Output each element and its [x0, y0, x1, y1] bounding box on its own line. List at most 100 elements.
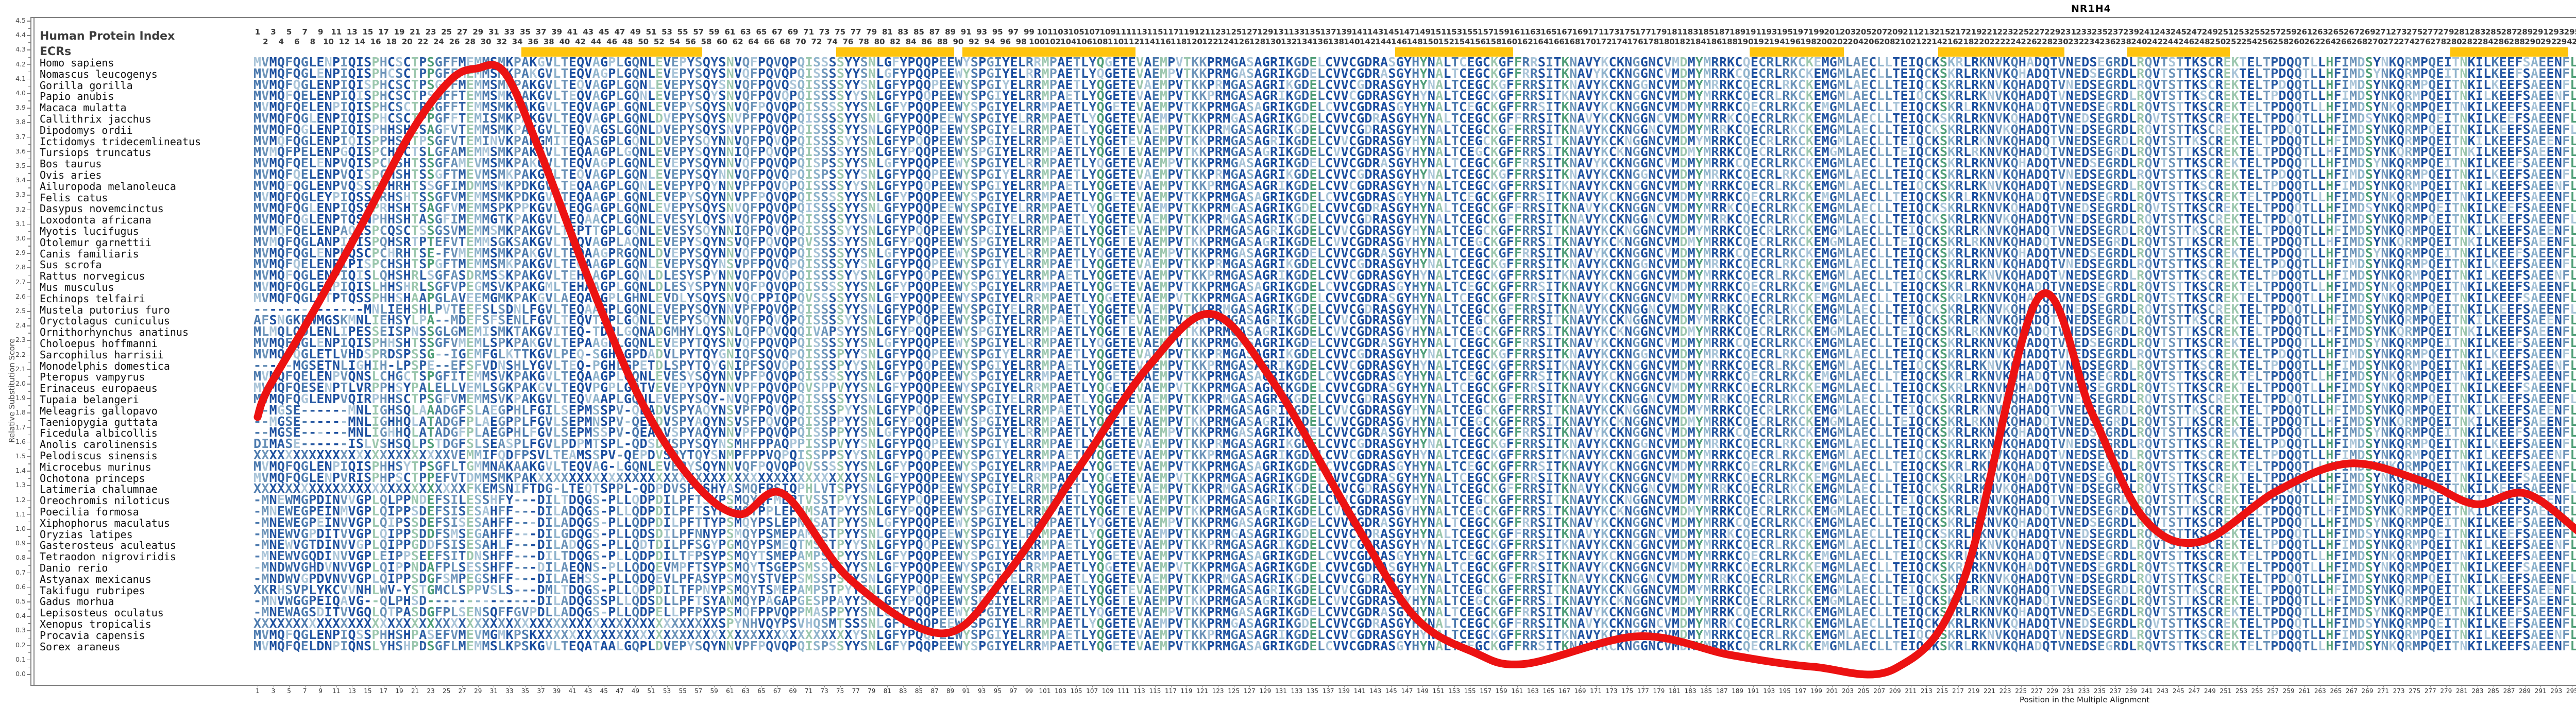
y-tick-label: 0.0 [0, 670, 26, 677]
top-ruler-number: 29 [472, 28, 483, 36]
bottom-ruler-number: 277 [2425, 687, 2436, 695]
bottom-ruler-tick [2194, 685, 2195, 687]
top-ruler-number: 152 [1438, 38, 1454, 46]
top-ruler-number: 63 [740, 28, 751, 36]
top-ruler-number: 135 [1304, 28, 1320, 36]
bottom-ruler-tick [415, 685, 416, 687]
x-axis-label: Position in the Multiple Alignment [2020, 695, 2149, 704]
top-ruler-number: 45 [599, 28, 609, 36]
top-ruler-number: 145 [1383, 28, 1399, 36]
bottom-ruler-number: 207 [1873, 687, 1885, 695]
bottom-ruler-number: 65 [757, 687, 765, 695]
species-name: Felis catus [40, 192, 108, 204]
y-tick-label: 3.7 [0, 133, 26, 140]
top-ruler-number: 1 [255, 28, 260, 36]
bottom-ruler-number: 101 [1039, 687, 1051, 695]
top-ruler-number: 90 [953, 38, 963, 46]
top-ruler-number: 35 [520, 28, 531, 36]
plot-top-border [30, 17, 2576, 18]
top-ruler-number: 38 [544, 38, 554, 46]
bottom-ruler-number: 149 [1417, 687, 1429, 695]
bottom-ruler-tick [1438, 685, 1439, 687]
y-tick-major [27, 325, 31, 326]
bottom-ruler-number: 75 [836, 687, 844, 695]
bottom-ruler-number: 159 [1496, 687, 1507, 695]
species-name: Oryctolagus cuniculus [40, 316, 170, 327]
top-ruler-number: 197 [1792, 28, 1808, 36]
top-ruler-number: 286 [2493, 38, 2509, 46]
bottom-ruler-number: 21 [411, 687, 419, 695]
top-ruler-number: 83 [897, 28, 908, 36]
y-tick-minor [28, 463, 31, 464]
y-tick-label: 1.6 [0, 438, 26, 445]
top-ruler-number: 174 [1612, 38, 1628, 46]
bottom-ruler-number: 155 [1464, 687, 1476, 695]
y-tick-minor [28, 623, 31, 624]
y-tick-major [27, 238, 31, 239]
species-name: Papio anubis [40, 91, 114, 102]
top-ruler-number: 42 [575, 38, 586, 46]
bottom-ruler-tick [1422, 685, 1423, 687]
species-name: Dasypus novemcinctus [40, 203, 164, 215]
bottom-ruler-tick [1249, 685, 1250, 687]
top-ruler-number: 284 [2478, 38, 2494, 46]
top-ruler-number: 206 [1863, 38, 1879, 46]
top-ruler-number: 236 [2099, 38, 2115, 46]
top-ruler-number: 123 [1210, 28, 1226, 36]
bottom-ruler-number: 201 [1826, 687, 1838, 695]
bottom-ruler-tick [2367, 685, 2368, 687]
top-ruler-number: 3 [270, 28, 276, 36]
bottom-ruler-tick [462, 685, 463, 687]
y-tick-minor [28, 420, 31, 421]
top-ruler-number: 272 [2383, 38, 2399, 46]
bottom-ruler-number: 191 [1748, 687, 1759, 695]
species-name: Tursiops truncatus [40, 147, 151, 159]
y-tick-major [27, 195, 31, 196]
bottom-ruler-number: 17 [380, 687, 387, 695]
bottom-ruler-tick [336, 685, 337, 687]
top-ruler-number: 170 [1580, 38, 1596, 46]
top-ruler-number: 97 [1008, 28, 1019, 36]
bottom-ruler-number: 269 [2362, 687, 2374, 695]
bottom-ruler-number: 279 [2440, 687, 2452, 695]
top-ruler-number: 130 [1265, 38, 1281, 46]
top-ruler-number: 228 [2037, 38, 2053, 46]
y-tick-label: 1.3 [0, 482, 26, 489]
bottom-ruler-tick [1706, 685, 1707, 687]
top-ruler-number: 74 [827, 38, 838, 46]
species-name: Astyanax mexicanus [40, 574, 151, 585]
plot-left-border [33, 17, 35, 686]
bottom-ruler-number: 69 [789, 687, 796, 695]
top-ruler-number: 80 [874, 38, 885, 46]
y-tick-major [27, 93, 31, 94]
bottom-ruler-number: 145 [1385, 687, 1397, 695]
y-tick-major [27, 645, 31, 646]
bottom-ruler-tick [289, 685, 290, 687]
y-tick-label: 3.4 [0, 177, 26, 183]
top-ruler-number: 227 [2029, 28, 2045, 36]
top-ruler-number: 160 [1501, 38, 1517, 46]
y-tick-minor [28, 144, 31, 145]
y-tick-label: 0.9 [0, 540, 26, 546]
top-ruler-number: 101 [1037, 28, 1053, 36]
y-tick-major [27, 49, 31, 50]
y-tick-label: 2.9 [0, 249, 26, 256]
top-ruler-number: 112 [1123, 38, 1139, 46]
bottom-ruler-number: 121 [1196, 687, 1208, 695]
species-name: Latimeria chalumnae [40, 484, 158, 495]
bottom-ruler-number: 239 [2125, 687, 2137, 695]
species-name: Macaca mulatta [40, 102, 127, 114]
top-ruler-number: 248 [2194, 38, 2210, 46]
bottom-ruler-number: 3 [272, 687, 276, 695]
top-ruler-number: 89 [945, 28, 956, 36]
top-ruler-number: 250 [2210, 38, 2226, 46]
top-ruler-number: 107 [1084, 28, 1100, 36]
top-ruler-number: 157 [1478, 28, 1494, 36]
y-tick-major [27, 21, 31, 22]
bottom-ruler-number: 109 [1102, 687, 1114, 695]
y-tick-label: 1.5 [0, 453, 26, 459]
bottom-ruler-tick [651, 685, 652, 687]
top-ruler-number: 21 [410, 28, 420, 36]
y-tick-minor [28, 260, 31, 261]
y-tick-label: 0.6 [0, 583, 26, 590]
